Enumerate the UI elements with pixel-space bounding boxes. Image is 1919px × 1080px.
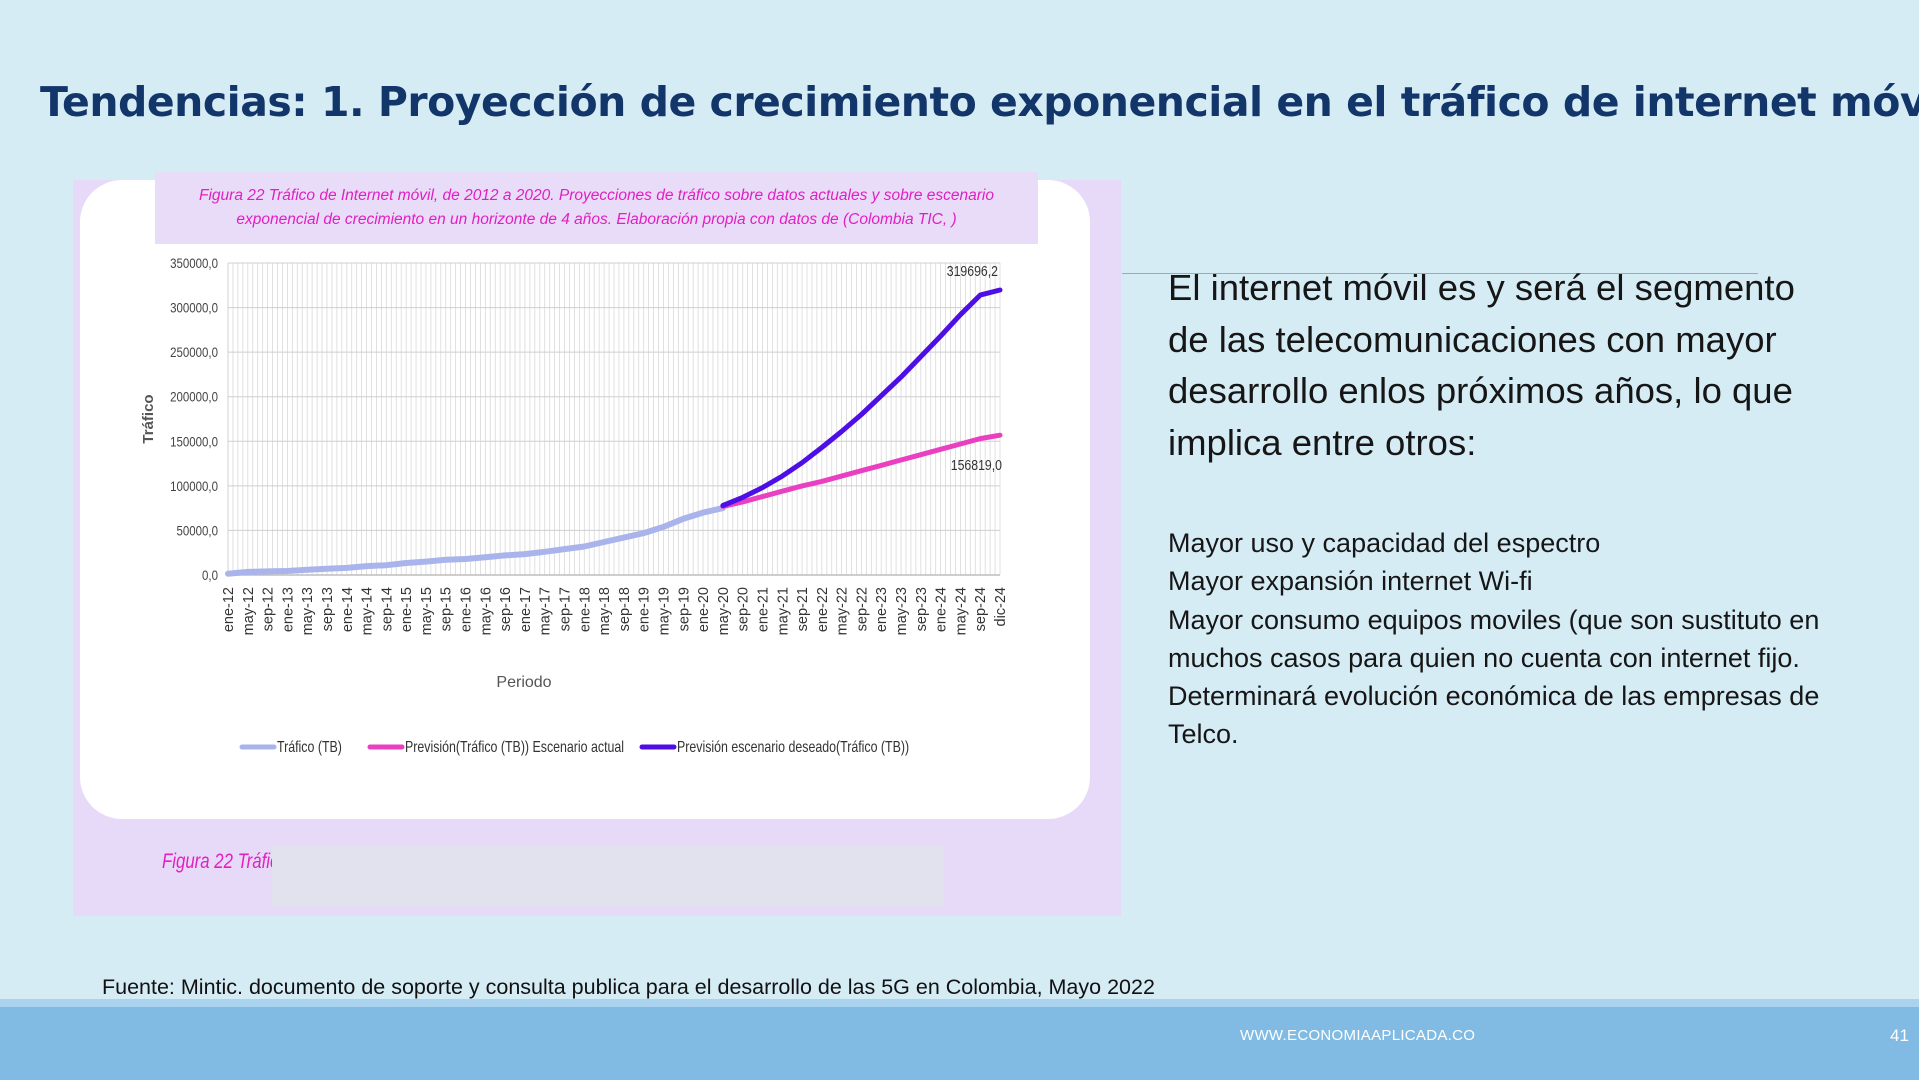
y-tick-label: 150000,0 — [170, 433, 218, 449]
y-tick-label: 200000,0 — [170, 389, 218, 405]
x-tick-label: dic-24 — [993, 587, 1009, 627]
x-tick-label: may-17 — [538, 587, 554, 635]
x-tick-label: ene-12 — [221, 587, 237, 632]
chart-grid — [227, 262, 1001, 576]
footer-bar — [0, 1007, 1919, 1080]
x-tick-label: ene-13 — [280, 587, 296, 632]
chart-series — [225, 287, 1003, 577]
lead-paragraph: El internet móvil es y será el segmento … — [1168, 267, 1795, 463]
chart-axes — [227, 263, 1000, 576]
x-tick-label: may-24 — [953, 587, 969, 635]
y-tick-label: 0,0 — [202, 567, 218, 583]
x-tick-label: may-23 — [894, 587, 910, 635]
x-tick-label: may-19 — [656, 587, 672, 635]
legend-label: Previsión escenario deseado(Tráfico (TB)… — [677, 738, 909, 756]
footer-accent-strip — [0, 999, 1919, 1007]
x-tick-label: sep-13 — [320, 587, 336, 631]
footer-url: WWW.ECONOMIAAPLICADA.CO — [1240, 1027, 1476, 1044]
y-axis-title: Tráfico — [140, 394, 157, 443]
divider-line — [1122, 273, 1758, 274]
x-tick-label: ene-21 — [755, 587, 771, 632]
figure-caption: Figura 22 Tráfico de Internet móvil, de … — [155, 172, 1038, 244]
series-line-1 — [225, 505, 726, 577]
series-line-2 — [720, 432, 1003, 509]
traffic-line-chart: 0,0 50000,0 100000,0 150000,0 200000,0 250000… — [140, 255, 1009, 756]
x-tick-label: may-21 — [775, 587, 791, 635]
x-tick-label: may-22 — [835, 587, 851, 635]
x-tick-label: sep-17 — [558, 587, 574, 631]
x-tick-label: ene-16 — [459, 587, 475, 632]
x-tick-label: may-18 — [597, 587, 613, 635]
x-tick-label: may-15 — [419, 587, 435, 635]
x-tick-label: ene-14 — [340, 587, 356, 632]
x-tick-label: ene-15 — [399, 587, 415, 632]
caption-overlay-box — [272, 845, 944, 907]
y-tick-label: 300000,0 — [170, 299, 218, 315]
annotation-label: 319696,2 — [947, 263, 998, 279]
x-tick-label: ene-19 — [637, 587, 653, 632]
list-item: Mayor expansión internet Wi-fi — [1168, 566, 1533, 597]
chart-card — [80, 180, 1090, 819]
legend-label: Tráfico (TB) — [277, 738, 342, 756]
slide-title: Tendencias: 1. Proyección de crecimiento… — [40, 78, 1919, 126]
series-line-3 — [720, 287, 1003, 508]
x-tick-label: sep-14 — [379, 587, 395, 631]
x-tick-label: may-20 — [716, 587, 732, 635]
x-axis-title: Periodo — [496, 674, 551, 691]
chart-legend: Tráfico (TB) Previsión(Tráfico (TB)) Esce… — [239, 738, 909, 756]
y-tick-label: 100000,0 — [170, 478, 218, 494]
figure-bottom-caption: Figura 22 Tráfico — [162, 850, 288, 873]
x-tick-label: sep-15 — [439, 587, 455, 631]
x-tick-label: sep-19 — [676, 587, 692, 631]
x-tick-label: ene-24 — [934, 587, 950, 632]
x-tick-label: sep-16 — [498, 587, 514, 631]
legend-label: Previsión(Tráfico (TB)) Escenario actual — [405, 738, 624, 756]
x-tick-label: sep-23 — [914, 587, 930, 631]
chart-labels: 0,0 50000,0 100000,0 150000,0 200000,0 250000… — [140, 255, 1009, 691]
page-number: 41 — [1890, 1026, 1909, 1045]
list-item: Mayor uso y capacidad del espectro — [1168, 528, 1601, 558]
list-item: Determinará evolución económica de las e… — [1168, 681, 1820, 750]
y-tick-label: 250000,0 — [170, 344, 218, 360]
x-tick-label: ene-17 — [518, 587, 534, 632]
x-tick-label: sep-21 — [795, 587, 811, 631]
x-tick-label: may-16 — [478, 587, 494, 635]
y-tick-label: 350000,0 — [170, 255, 218, 271]
x-tick-label: sep-20 — [736, 587, 752, 631]
x-tick-label: sep-22 — [854, 587, 870, 631]
x-tick-label: may-13 — [300, 587, 316, 635]
right-panel: El internet móvil es y será el segmento … — [1168, 262, 1828, 754]
source-note: Fuente: Mintic. documento de soporte y c… — [102, 975, 1155, 999]
x-tick-label: sep-18 — [617, 587, 633, 631]
x-tick-label: ene-22 — [815, 587, 831, 632]
x-tick-label: may-14 — [360, 587, 376, 635]
list-item: Mayor consumo equipos moviles (que son s… — [1168, 604, 1820, 673]
x-tick-label: ene-18 — [577, 587, 593, 632]
x-tick-label: ene-20 — [696, 587, 712, 632]
x-tick-label: may-12 — [241, 587, 257, 635]
x-tick-label: ene-23 — [874, 587, 890, 632]
implications-list: Mayor uso y capacidad del espectro Mayor… — [1168, 524, 1828, 754]
annotation-label: 156819,0 — [951, 457, 1003, 473]
x-tick-label: sep-24 — [973, 587, 989, 631]
x-tick-label: sep-12 — [261, 587, 277, 631]
y-tick-label: 50000,0 — [177, 522, 218, 538]
